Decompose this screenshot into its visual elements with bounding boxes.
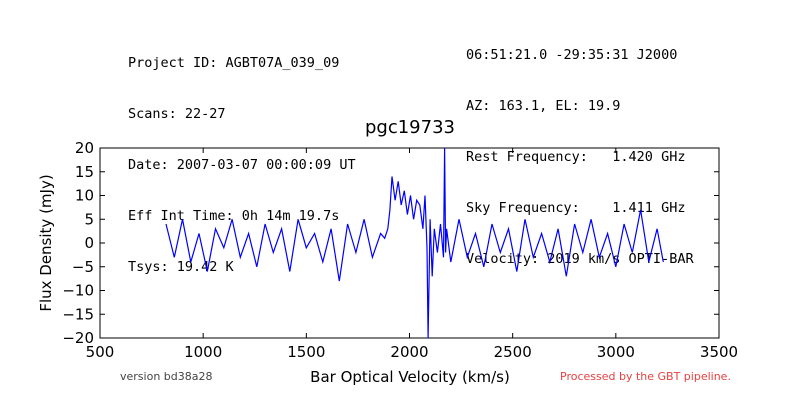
scans-line: Scans: 22-27 [128, 106, 226, 122]
x-tick-label: 3000 [597, 343, 635, 361]
observation-info-left: Project ID: AGBT07A_039_09 Scans: 22-27 … [128, 21, 356, 293]
x-tick-label: 1000 [184, 343, 222, 361]
x-tick-label: 3500 [700, 343, 738, 361]
x-tick-label: 1500 [287, 343, 325, 361]
series-line [165, 147, 664, 339]
rest-frequency-line: Rest Frequency: 1.420 GHz [466, 149, 686, 165]
y-tick-label: 20 [75, 139, 94, 157]
axis-ticks: 500 1000 1500 2000 2500 3000 3500 −20 −15 −10 −5 0 5… [62, 139, 738, 361]
coordinates-line: 06:51:21.0 -29:35:31 J2000 [466, 47, 678, 63]
date-line: Date: 2007-03-07 00:00:09 UT [128, 157, 356, 173]
y-tick-label: −5 [72, 258, 94, 276]
version-label: version bd38a28 [120, 370, 213, 383]
project-id-line: Project ID: AGBT07A_039_09 [128, 55, 340, 71]
x-tick-label: 2500 [494, 343, 532, 361]
y-tick-label: −20 [62, 329, 94, 347]
observation-info-right: 06:51:21.0 -29:35:31 J2000 AZ: 163.1, EL… [466, 13, 694, 285]
plot-frame [99, 147, 720, 339]
y-axis-label: Flux Density (mJy) [37, 174, 55, 311]
az-el-line: AZ: 163.1, EL: 19.9 [466, 98, 621, 114]
int-time-line: Eff Int Time: 0h 14m 19.7s [128, 208, 340, 224]
x-tick-label: 2000 [390, 343, 428, 361]
y-tick-label: 10 [75, 187, 94, 205]
y-tick-label: −15 [62, 305, 94, 323]
pipeline-credit: Processed by the GBT pipeline. [560, 370, 731, 383]
y-tick-label: −10 [62, 282, 94, 300]
sky-frequency-line: Sky Frequency: 1.411 GHz [466, 200, 686, 216]
velocity-line: Velocity: 2019 km/s OPTI-BAR [466, 251, 694, 267]
x-axis-label: Bar Optical Velocity (km/s) [310, 368, 510, 386]
chart-title: pgc19733 [365, 117, 455, 138]
y-tick-label: 15 [75, 163, 94, 181]
y-tick-label: 0 [84, 234, 94, 252]
y-tick-label: 5 [84, 210, 94, 228]
x-tick-label: 500 [86, 343, 115, 361]
